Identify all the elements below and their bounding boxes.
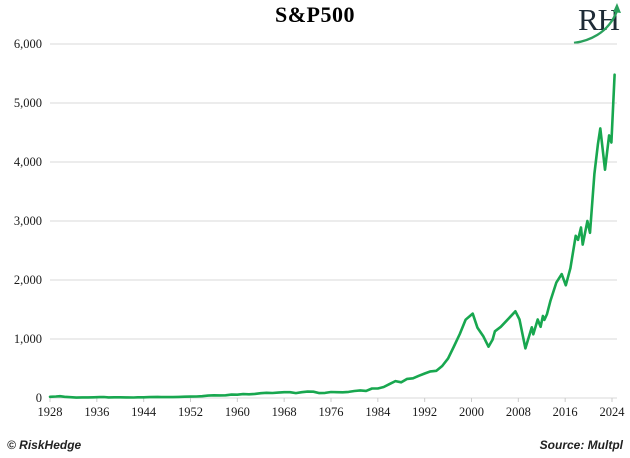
y-tick-label: 1,000 xyxy=(14,332,42,346)
logo-arrow-icon xyxy=(573,3,621,45)
x-tick-label: 1928 xyxy=(38,405,63,419)
x-tick-label: 1944 xyxy=(131,405,157,419)
x-tick-label: 1936 xyxy=(84,405,109,419)
y-tick-label: 4,000 xyxy=(14,155,42,169)
x-tick-label: 1952 xyxy=(178,405,203,419)
chart-title: S&P500 xyxy=(275,2,355,27)
x-tick-label: 2008 xyxy=(506,405,531,419)
x-tick-label: 1976 xyxy=(319,405,344,419)
x-tick-label: 2024 xyxy=(600,405,626,419)
x-tick-label: 2016 xyxy=(553,405,578,419)
x-tick-label: 1960 xyxy=(225,405,250,419)
y-tick-label: 6,000 xyxy=(14,37,42,51)
x-tick-label: 2000 xyxy=(459,405,484,419)
sp500-line-chart: 0 1,000 2,000 3,000 4,000 5,000 6,000 1928 1936 1… xyxy=(14,37,626,419)
riskhedge-logo: RH xyxy=(572,2,626,46)
x-tick-label: 1992 xyxy=(412,405,437,419)
y-tick-label: 0 xyxy=(36,391,42,405)
source-note: Source: Multpl xyxy=(539,438,623,452)
y-tick-label: 5,000 xyxy=(14,96,42,110)
sp500-line xyxy=(48,73,616,399)
y-tick-label: 3,000 xyxy=(14,214,42,228)
copyright-note: © RiskHedge xyxy=(7,438,82,452)
x-tick-label: 1968 xyxy=(272,405,297,419)
x-tick-label: 1984 xyxy=(365,405,391,419)
y-tick-label: 2,000 xyxy=(14,273,42,287)
